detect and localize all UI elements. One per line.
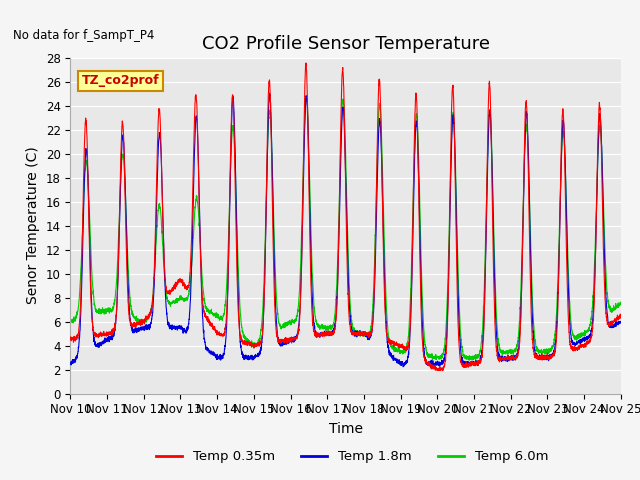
- Text: No data for f_SampT_P4: No data for f_SampT_P4: [13, 29, 154, 42]
- X-axis label: Time: Time: [328, 422, 363, 436]
- Title: CO2 Profile Sensor Temperature: CO2 Profile Sensor Temperature: [202, 35, 490, 53]
- Text: TZ_co2prof: TZ_co2prof: [81, 74, 159, 87]
- Legend: Temp 0.35m, Temp 1.8m, Temp 6.0m: Temp 0.35m, Temp 1.8m, Temp 6.0m: [150, 445, 554, 468]
- Y-axis label: Senor Temperature (C): Senor Temperature (C): [26, 147, 40, 304]
